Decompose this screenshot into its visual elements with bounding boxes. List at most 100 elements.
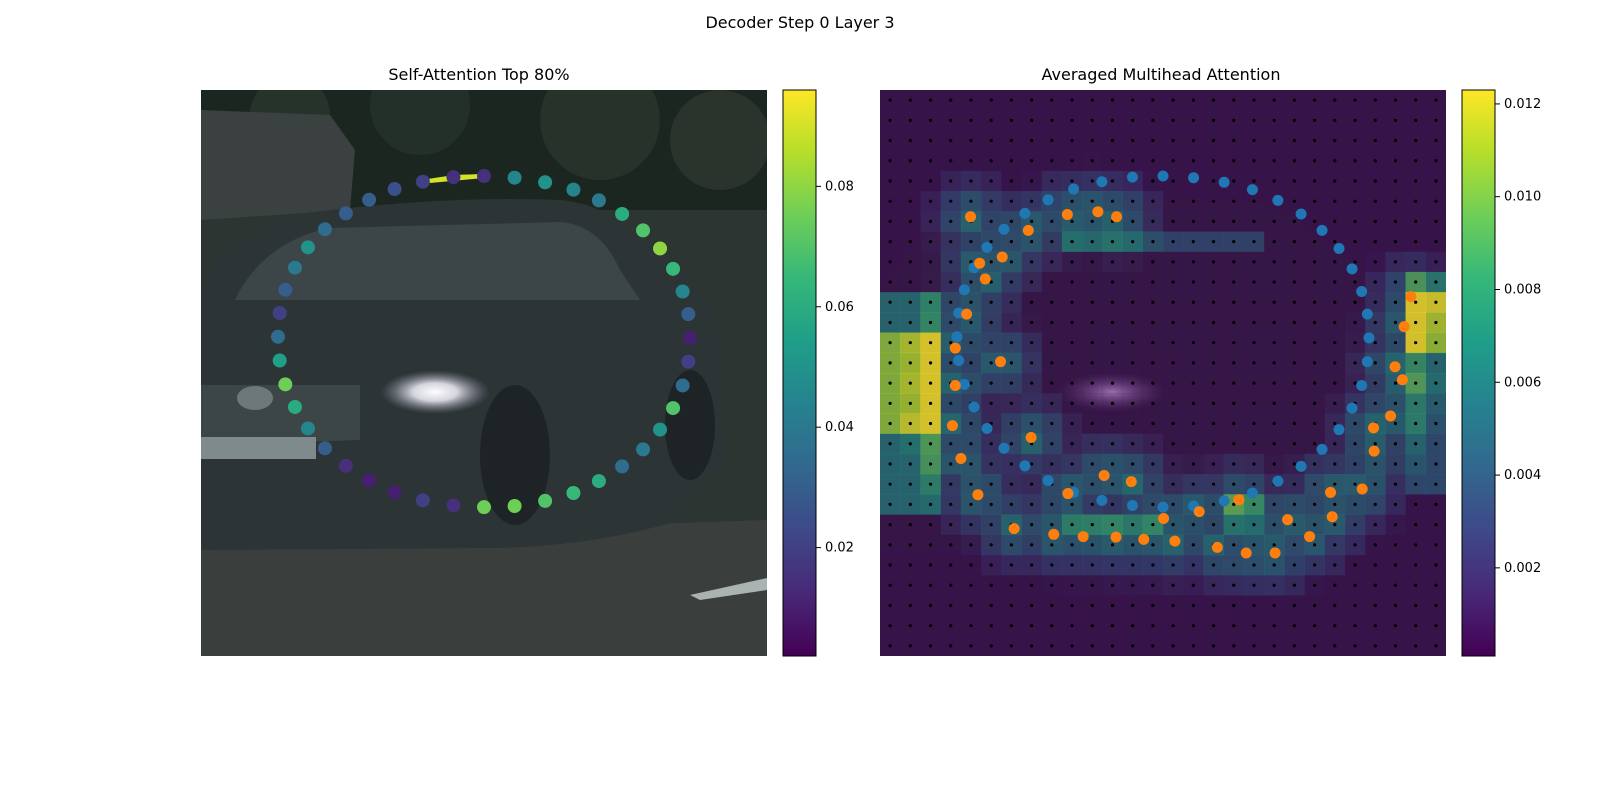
- grid-dot: [928, 219, 933, 223]
- grid-dot: [908, 502, 912, 506]
- grid-dot: [949, 138, 953, 143]
- grid-dot: [1292, 421, 1296, 426]
- grid-dot: [1131, 199, 1135, 203]
- left-colorbar-gradient: [782, 89, 817, 657]
- key-point: [1385, 410, 1397, 422]
- grid-dot: [1252, 219, 1256, 223]
- grid-dot: [1232, 300, 1236, 304]
- grid-dot: [1313, 543, 1317, 547]
- grid-dot: [1232, 583, 1236, 587]
- attention-point: [278, 282, 293, 297]
- grid-dot: [888, 240, 892, 244]
- key-point: [1389, 361, 1401, 373]
- grid-dot: [1393, 300, 1398, 304]
- grid-dot: [1151, 280, 1155, 284]
- grid-dot: [1292, 118, 1296, 122]
- grid-dot: [1090, 523, 1094, 527]
- grid-dot: [1110, 361, 1115, 365]
- grid-dot: [1292, 401, 1296, 405]
- query-point: [1316, 224, 1328, 236]
- grid-dot: [1171, 260, 1175, 264]
- grid-dot: [908, 260, 912, 264]
- attention-point: [415, 493, 430, 508]
- grid-dot: [888, 219, 892, 223]
- key-point: [1356, 483, 1368, 495]
- grid-dot: [1030, 381, 1034, 385]
- grid-dot: [1333, 320, 1337, 325]
- query-point: [981, 241, 993, 253]
- right-axes: [880, 90, 1446, 656]
- key-point: [1304, 531, 1316, 543]
- grid-dot: [1292, 361, 1296, 365]
- right-car-silhouette: [880, 199, 1405, 550]
- left-wheel: [480, 385, 550, 525]
- grid-dot: [1211, 401, 1216, 405]
- grid-dot: [908, 240, 912, 244]
- grid-dot: [1131, 240, 1135, 244]
- grid-dot: [1191, 159, 1195, 163]
- grid-dot: [1313, 179, 1317, 183]
- grid-dot: [928, 523, 933, 527]
- query-point: [1333, 424, 1345, 436]
- grid-dot: [1272, 401, 1276, 405]
- grid-dot: [1292, 523, 1296, 527]
- grid-dot: [989, 644, 993, 648]
- grid-dot: [1252, 543, 1256, 547]
- grid-dot: [888, 98, 892, 102]
- grid-dot: [1393, 644, 1398, 648]
- grid-dot: [1313, 563, 1317, 567]
- grid-dot: [1050, 300, 1054, 304]
- grid-dot: [949, 240, 953, 244]
- grid-dot: [1434, 603, 1438, 608]
- grid-dot: [1373, 563, 1377, 567]
- grid-dot: [908, 442, 912, 446]
- grid-dot: [1131, 462, 1135, 466]
- grid-dot: [1333, 300, 1337, 304]
- grid-dot: [1050, 462, 1054, 466]
- grid-dot: [1272, 138, 1276, 143]
- grid-dot: [1030, 98, 1034, 102]
- grid-dot: [1211, 624, 1216, 628]
- grid-dot: [1211, 523, 1216, 527]
- grid-dot: [1110, 118, 1115, 122]
- grid-dot: [928, 502, 933, 506]
- grid-dot: [1009, 421, 1013, 426]
- grid-dot: [989, 624, 993, 628]
- grid-dot: [1191, 320, 1195, 325]
- attention-point: [666, 261, 681, 276]
- grid-dot: [1232, 98, 1236, 102]
- grid-dot: [969, 421, 973, 426]
- grid-dot: [928, 179, 933, 183]
- left-headlight: [380, 370, 490, 414]
- grid-dot: [1009, 361, 1013, 365]
- query-point: [1361, 356, 1373, 368]
- query-point: [998, 223, 1010, 235]
- grid-dot: [1252, 502, 1256, 506]
- grid-dot: [1292, 462, 1296, 466]
- grid-dot: [1414, 280, 1418, 284]
- grid-dot: [949, 280, 953, 284]
- grid-dot: [1110, 98, 1115, 102]
- grid-dot: [1232, 179, 1236, 183]
- grid-dot: [1131, 381, 1135, 385]
- grid-dot: [1252, 179, 1256, 183]
- grid-dot: [1232, 199, 1236, 203]
- grid-dot: [1373, 583, 1377, 587]
- grid-dot: [1232, 543, 1236, 547]
- key-point: [1077, 531, 1089, 543]
- grid-dot: [1090, 401, 1094, 405]
- grid-dot: [989, 199, 993, 203]
- key-point: [1211, 541, 1223, 553]
- key-point: [1240, 547, 1252, 559]
- grid-dot: [1030, 341, 1034, 345]
- grid-dot: [1090, 219, 1094, 223]
- grid-dot: [969, 462, 973, 466]
- grid-dot: [1353, 502, 1357, 506]
- grid-dot: [1333, 98, 1337, 102]
- grid-dot: [1434, 421, 1438, 426]
- grid-dot: [1333, 260, 1337, 264]
- grid-dot: [1070, 138, 1074, 143]
- grid-dot: [1333, 118, 1337, 122]
- key-point: [1282, 514, 1294, 526]
- grid-dot: [1414, 179, 1418, 183]
